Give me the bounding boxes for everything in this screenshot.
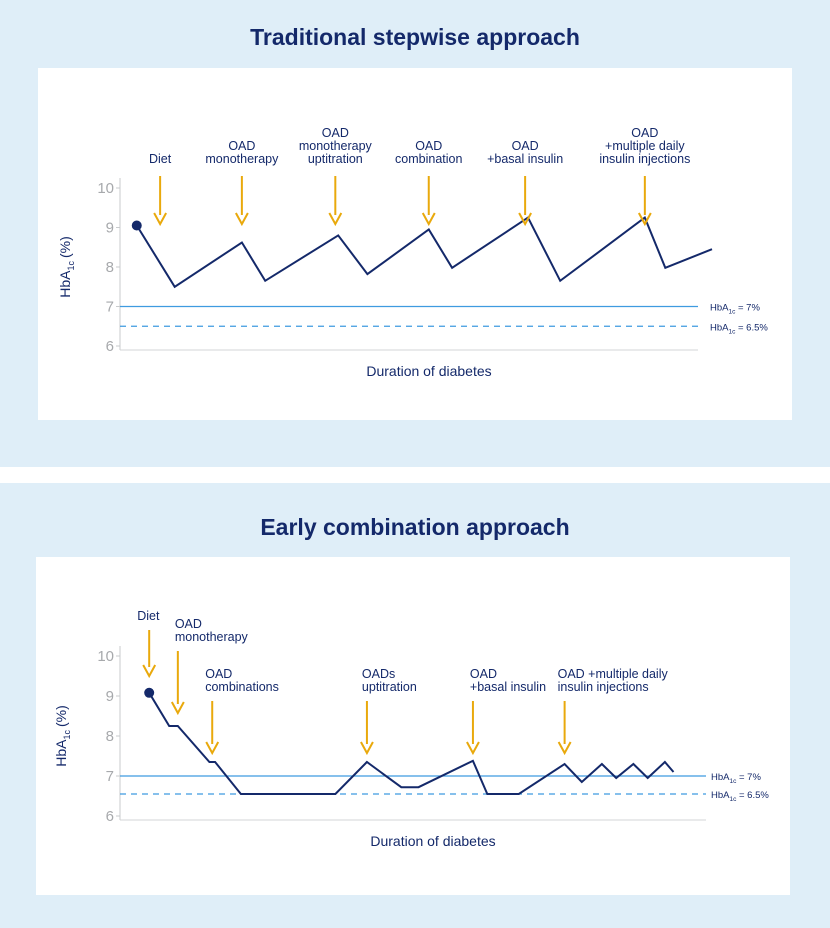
step-annotation-label: combinations	[205, 680, 279, 694]
step-annotation-label: OAD	[631, 126, 658, 140]
panel-early-combination: Early combination approach 10 9 8 7 6 HbA1c(%…	[0, 483, 830, 928]
y-axis-label-sub: 1c	[66, 261, 76, 271]
y-tick-label: 6	[106, 338, 114, 355]
step-arrow-head	[153, 212, 167, 227]
y-axis-label: HbA1c (%)	[57, 236, 76, 298]
y-tick-label: 7	[106, 299, 114, 316]
y-axis-label-sub: 1c	[62, 730, 72, 740]
start-point-marker	[131, 220, 142, 231]
y-axis-label: HbA1c (%)	[53, 705, 72, 767]
reference-line-label: HbA1c = 6.5%	[711, 790, 769, 803]
y-axis-label-main: HbA	[57, 270, 73, 298]
step-annotation-label: +multiple daily	[605, 139, 685, 153]
step-annotation-label: OAD	[228, 139, 255, 153]
reference-label-sub: 1c	[728, 328, 736, 335]
step-annotation-label: Diet	[149, 152, 172, 166]
reference-label-rest: = 6.5%	[735, 322, 768, 333]
step-arrow-head	[142, 664, 157, 679]
panel-traditional: Traditional stepwise approach 10 9 8 7 6 HbA1…	[0, 0, 830, 467]
step-annotation-label: monotherapy	[299, 139, 373, 153]
step-arrow-head	[235, 212, 249, 227]
step-annotation-label: OAD	[205, 667, 232, 681]
hba1c-series-line	[148, 692, 675, 795]
x-axis-label: Duration of diabetes	[370, 833, 495, 849]
step-annotation-label: +basal insulin	[470, 680, 546, 694]
y-axis-label-unit: (%)	[53, 705, 69, 727]
y-axis-label-main: HbA	[53, 739, 69, 767]
reference-label-sub: 1c	[729, 778, 737, 785]
start-point-marker	[144, 687, 155, 698]
step-arrow-head	[518, 212, 532, 227]
step-annotation-label: OAD	[512, 139, 539, 153]
step-arrow-head	[360, 741, 374, 756]
step-annotation-label: OAD	[322, 126, 349, 140]
step-arrow-head	[466, 741, 480, 756]
y-tick-label: 7	[106, 768, 114, 785]
step-annotation-label: monotherapy	[205, 152, 279, 166]
reference-label-rest: = 7%	[735, 303, 760, 314]
reference-label-sub: 1c	[728, 309, 736, 316]
step-arrow-head	[421, 212, 436, 227]
step-annotation-label: insulin injections	[599, 152, 690, 166]
reference-label-rest: = 6.5%	[736, 790, 769, 801]
step-annotation-label: insulin injections	[558, 680, 649, 694]
reference-label-rest: = 7%	[736, 772, 761, 783]
y-axis-label-unit: (%)	[57, 236, 73, 258]
step-arrow-head	[557, 741, 572, 756]
reference-line-label: HbA1c = 7%	[711, 772, 761, 785]
x-axis-label: Duration of diabetes	[366, 363, 491, 379]
reference-label-main: HbA	[710, 303, 729, 314]
step-annotation-label: OAD	[175, 617, 202, 631]
step-annotation-label: OADs	[362, 667, 395, 681]
y-tick-label: 10	[97, 180, 114, 197]
chart-title-early-combination: Early combination approach	[260, 514, 570, 540]
reference-line-label: HbA1c = 6.5%	[710, 322, 768, 335]
step-annotation-label: Diet	[137, 609, 160, 623]
step-arrow-head	[170, 701, 185, 716]
chart-title-traditional: Traditional stepwise approach	[250, 24, 580, 50]
step-annotation-label: +basal insulin	[487, 152, 563, 166]
y-tick-label: 8	[106, 728, 114, 745]
y-tick-label: 10	[97, 648, 114, 665]
chart-card-traditional: 10 9 8 7 6 HbA1c(%) HbA1c = 7% HbA1c = 6.5% Diet…	[38, 68, 792, 420]
step-annotation-label: combination	[395, 152, 462, 166]
step-arrow-head	[637, 212, 652, 227]
step-annotation-label: OAD +multiple daily	[558, 667, 669, 681]
hba1c-series-line	[135, 216, 713, 289]
y-tick-label: 8	[106, 259, 114, 276]
y-tick-label: 9	[106, 688, 114, 705]
step-annotation-label: uptitration	[308, 152, 363, 166]
step-annotation-label: OAD	[415, 139, 442, 153]
step-annotation-label: OAD	[470, 667, 497, 681]
reference-label-main: HbA	[710, 322, 729, 333]
y-tick-label: 9	[106, 220, 114, 237]
step-annotation-label: monotherapy	[175, 630, 249, 644]
step-arrow-head	[328, 212, 343, 227]
chart-card-early-combination: 10 9 8 7 6 HbA1c(%) HbA1c = 7% HbA1c = 6.5% Diet…	[36, 557, 790, 895]
reference-label-main: HbA	[711, 772, 730, 783]
step-arrow-head	[205, 741, 220, 756]
y-tick-label: 6	[106, 808, 114, 825]
reference-label-main: HbA	[711, 790, 730, 801]
reference-label-sub: 1c	[729, 796, 737, 803]
step-annotation-label: uptitration	[362, 680, 417, 694]
reference-line-label: HbA1c = 7%	[710, 303, 760, 316]
